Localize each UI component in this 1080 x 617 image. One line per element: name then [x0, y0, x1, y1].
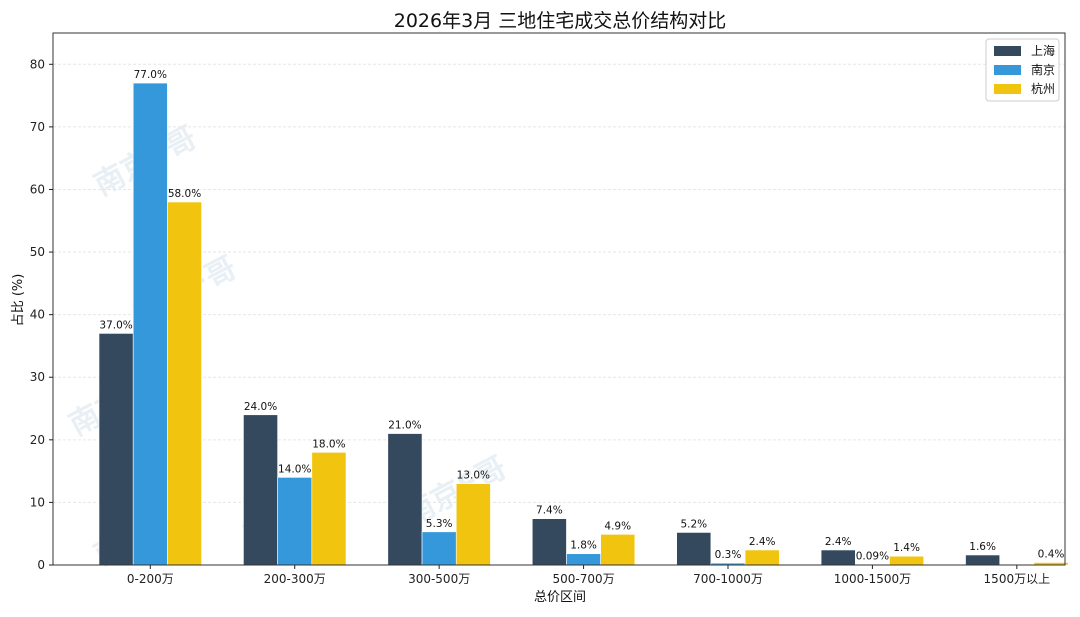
y-tick-label: 10 [30, 495, 45, 509]
bar-杭州-500-700万 [600, 534, 636, 566]
data-label: 24.0% [244, 401, 277, 413]
data-label: 4.9% [604, 520, 631, 532]
data-label: 5.3% [426, 518, 453, 530]
x-axis: 0-200万 200-300万 300-500万 500-700万 700-1000万 1… [127, 565, 1050, 586]
bar-上海-0-200万 [98, 333, 134, 566]
data-label: 1.6% [969, 541, 996, 553]
bar-南京-500-700万 [566, 553, 601, 566]
bar-上海-500-700万 [531, 518, 567, 566]
y-axis: 0 10 20 30 40 50 60 70 80 [30, 57, 53, 572]
bar-上海-300-500万 [387, 433, 423, 566]
bar-上海-1000-1500万 [820, 549, 856, 566]
data-label: 2.4% [749, 536, 776, 548]
y-tick-label: 30 [30, 370, 45, 384]
bar-杭州-1000-1500万 [889, 555, 925, 566]
chart-title: 2026年3月 三地住宅成交总价结构对比 [394, 10, 726, 32]
bar-上海-700-1000万 [676, 532, 712, 566]
x-tick-label: 1000-1500万 [834, 572, 911, 586]
data-label: 18.0% [312, 438, 345, 450]
legend-swatch [994, 84, 1021, 94]
data-label: 1.8% [570, 540, 597, 552]
bar-上海-1500万以上 [965, 554, 1001, 566]
bar-杭州-0-200万 [167, 201, 202, 566]
x-tick-label: 200-300万 [264, 572, 326, 586]
data-label: 7.4% [536, 505, 563, 517]
legend-swatch [994, 65, 1021, 75]
data-label: 0.4% [1038, 548, 1065, 560]
x-tick-label: 0-200万 [127, 572, 174, 586]
bar-南京-300-500万 [421, 531, 457, 566]
y-tick-label: 70 [30, 120, 45, 134]
bar-南京-200-300万 [277, 477, 313, 566]
bar-南京-0-200万 [132, 82, 168, 566]
bar-杭州-300-500万 [455, 483, 491, 566]
data-label: 0.3% [715, 549, 742, 561]
data-label: 77.0% [134, 69, 167, 81]
plot-frame [52, 32, 1066, 566]
x-tick-label: 700-1000万 [693, 572, 763, 586]
x-tick-label: 300-500万 [408, 572, 470, 586]
grid [53, 63, 1065, 503]
data-label: 37.0% [99, 319, 132, 331]
y-tick-label: 40 [30, 308, 45, 322]
data-label: 13.0% [457, 470, 490, 482]
legend-label: 南京 [1031, 62, 1055, 77]
y-tick-label: 0 [37, 558, 45, 572]
plot-border [52, 32, 1066, 566]
legend-swatch [994, 46, 1021, 56]
y-tick-label: 80 [30, 57, 45, 71]
data-label: 0.09% [856, 550, 889, 562]
bar-上海-200-300万 [243, 414, 278, 566]
x-tick-label: 1500万以上 [984, 572, 1051, 586]
legend-label: 上海 [1031, 43, 1055, 58]
legend-label: 杭州 [1031, 81, 1055, 96]
bar-杭州-700-1000万 [744, 549, 780, 566]
data-label: 5.2% [680, 518, 707, 530]
bar-杭州-200-300万 [311, 452, 347, 566]
y-tick-label: 20 [30, 433, 45, 447]
y-tick-label: 60 [30, 182, 45, 196]
x-tick-label: 500-700万 [552, 572, 614, 586]
y-tick-label: 50 [30, 245, 45, 259]
bars [98, 82, 1069, 566]
data-label: 1.4% [893, 542, 920, 554]
data-label: 21.0% [388, 420, 421, 432]
x-axis-label: 总价区间 [534, 590, 586, 605]
data-label: 14.0% [278, 463, 311, 475]
y-axis-label: 占比 (%) [11, 274, 26, 327]
data-labels: 37.0% 24.0% 21.0% 7.4% 5.2% 2.4% 1.6% 77.0% 14.0… [99, 69, 1064, 562]
data-label: 2.4% [825, 536, 852, 548]
data-label: 58.0% [168, 188, 201, 200]
